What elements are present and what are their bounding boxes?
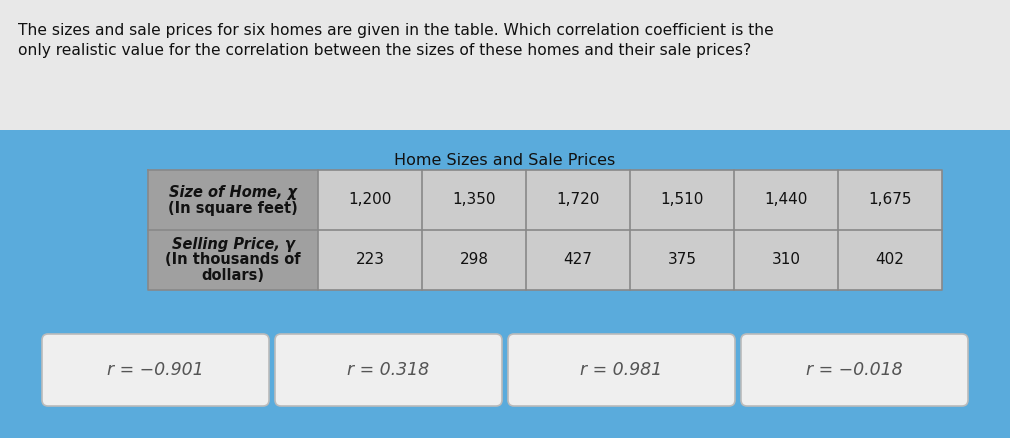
Bar — [734, 230, 838, 290]
Text: The sizes and sale prices for six homes are given in the table. Which correlatio: The sizes and sale prices for six homes … — [18, 23, 774, 38]
Text: 1,720: 1,720 — [557, 192, 600, 208]
Text: r = 0.981: r = 0.981 — [581, 361, 663, 379]
Text: (In thousands of: (In thousands of — [166, 252, 301, 268]
Text: 298: 298 — [460, 252, 489, 268]
Text: 1,440: 1,440 — [765, 192, 808, 208]
Text: r = 0.318: r = 0.318 — [347, 361, 429, 379]
Text: 1,510: 1,510 — [661, 192, 704, 208]
Text: Selling Price, γ: Selling Price, γ — [172, 237, 295, 251]
Bar — [422, 170, 526, 230]
Text: 223: 223 — [356, 252, 385, 268]
Bar — [734, 170, 838, 230]
FancyBboxPatch shape — [42, 334, 269, 406]
Bar — [630, 230, 734, 290]
Bar — [318, 230, 422, 290]
Text: 1,350: 1,350 — [452, 192, 496, 208]
Bar — [318, 170, 422, 230]
Text: 427: 427 — [564, 252, 593, 268]
Text: 310: 310 — [772, 252, 801, 268]
Text: r = −0.018: r = −0.018 — [806, 361, 903, 379]
Text: (In square feet): (In square feet) — [168, 201, 298, 215]
FancyBboxPatch shape — [275, 334, 502, 406]
Text: 1,675: 1,675 — [869, 192, 912, 208]
Bar — [526, 170, 630, 230]
Bar — [148, 170, 318, 230]
Text: Home Sizes and Sale Prices: Home Sizes and Sale Prices — [394, 153, 616, 168]
Text: dollars): dollars) — [202, 268, 265, 283]
Text: 1,200: 1,200 — [348, 192, 392, 208]
FancyBboxPatch shape — [741, 334, 968, 406]
Text: 402: 402 — [876, 252, 904, 268]
Bar — [838, 230, 942, 290]
Text: r = −0.901: r = −0.901 — [107, 361, 204, 379]
Bar — [148, 230, 318, 290]
FancyBboxPatch shape — [508, 334, 735, 406]
Bar — [0, 0, 1010, 130]
Bar — [838, 170, 942, 230]
Bar — [422, 230, 526, 290]
Text: Size of Home, χ: Size of Home, χ — [169, 184, 297, 199]
Bar — [630, 170, 734, 230]
Text: only realistic value for the correlation between the sizes of these homes and th: only realistic value for the correlation… — [18, 43, 751, 58]
Bar — [526, 230, 630, 290]
Text: 375: 375 — [668, 252, 697, 268]
